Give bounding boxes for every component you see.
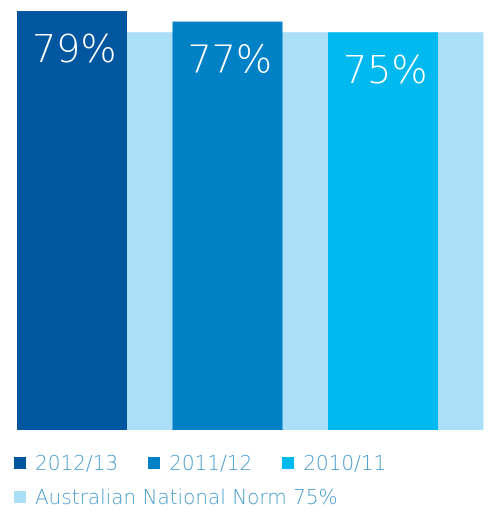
legend-swatch-2011-12 (148, 457, 161, 469)
legend-label-national-norm: Australian National Norm 75% (35, 485, 338, 509)
legend-row-series: 2012/13 2011/12 2010/11 (14, 446, 484, 480)
norm-bar-2010-11 (438, 32, 484, 431)
legend-item-2010-11: 2010/11 (282, 446, 386, 480)
legend-item-national-norm: Australian National Norm 75% (14, 480, 338, 514)
bar-2012-13 (17, 11, 127, 430)
chart-legend: 2012/13 2011/12 2010/11 Australian Natio… (14, 446, 484, 514)
bar-label-2011-12: 77% (188, 38, 272, 82)
legend-label-2010-11: 2010/11 (303, 451, 387, 475)
bar-chart: 79% 77% 75% (17, 11, 484, 431)
legend-item-2012-13: 2012/13 (14, 446, 118, 480)
bar-label-2010-11: 75% (343, 48, 427, 92)
bar-2010-11 (328, 32, 438, 431)
legend-label-2012-13: 2012/13 (35, 451, 119, 475)
legend-swatch-national-norm (14, 491, 26, 503)
legend-item-2011-12: 2011/12 (148, 446, 252, 480)
legend-swatch-2010-11 (282, 457, 295, 469)
bar-2011-12 (172, 21, 283, 430)
legend-swatch-2012-13 (14, 457, 26, 469)
bar-label-2012-13: 79% (32, 27, 116, 71)
legend-label-2011-12: 2011/12 (169, 451, 253, 475)
legend-row-norm: Australian National Norm 75% (14, 480, 484, 514)
norm-bar-2012-13 (127, 32, 173, 431)
norm-bar-2011-12 (282, 32, 328, 431)
